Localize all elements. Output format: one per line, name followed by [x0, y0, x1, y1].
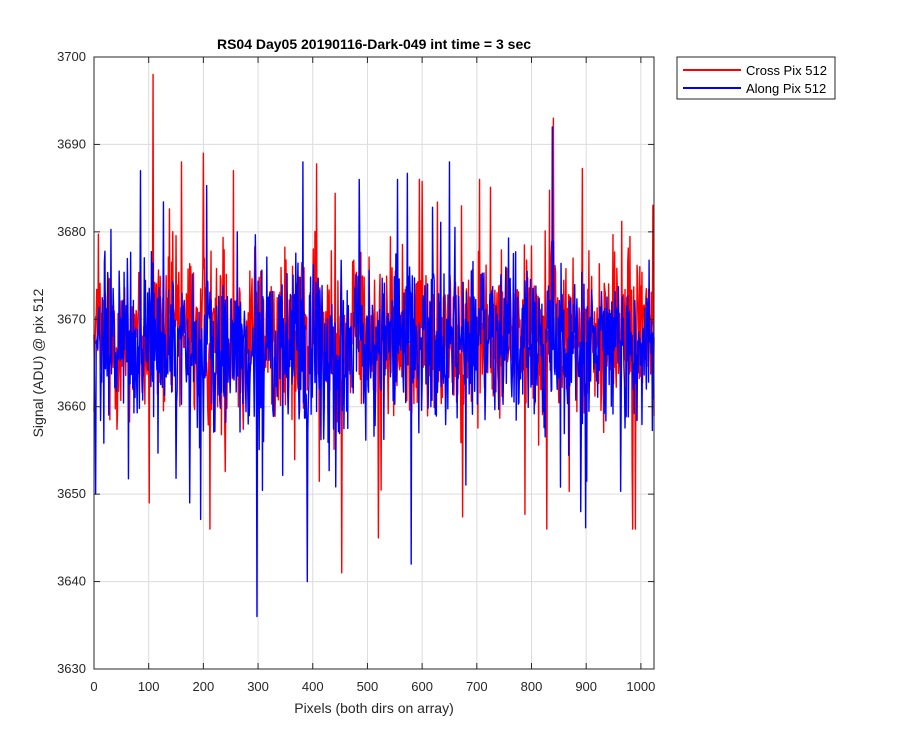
- y-tick-label: 3650: [57, 486, 86, 501]
- x-tick-label: 800: [521, 679, 543, 694]
- x-tick-label: 700: [466, 679, 488, 694]
- x-tick-label: 1000: [626, 679, 655, 694]
- x-tick-label: 500: [357, 679, 379, 694]
- x-tick-label: 200: [193, 679, 215, 694]
- x-tick-label: 600: [411, 679, 433, 694]
- axis-ticks: 0 100 200 300 400 500 600 700 800 900 1000 3630 3640…: [57, 49, 655, 694]
- y-tick-label: 3630: [57, 661, 86, 676]
- legend-box: [676, 56, 836, 100]
- series-lines: [93, 73, 655, 618]
- legend-label-cross: Cross Pix 512: [746, 63, 827, 78]
- y-tick-label: 3690: [57, 136, 86, 151]
- y-tick-label: 3660: [57, 399, 86, 414]
- y-axis-label: Signal (ADU) @ pix 512: [30, 288, 46, 437]
- legend: Cross Pix 512 Along Pix 512: [676, 56, 836, 100]
- y-tick-label: 3700: [57, 49, 86, 64]
- x-tick-label: 0: [90, 679, 97, 694]
- series-line-along-pix-512: [93, 126, 655, 618]
- y-tick-label: 3640: [57, 574, 86, 589]
- y-tick-label: 3670: [57, 311, 86, 326]
- x-tick-label: 300: [247, 679, 269, 694]
- plot-frame: [93, 56, 655, 670]
- x-tick-label: 900: [575, 679, 597, 694]
- chart-title: RS04 Day05 20190116-Dark-049 int time = …: [217, 36, 531, 52]
- x-tick-label: 400: [302, 679, 324, 694]
- y-tick-label: 3680: [57, 224, 86, 239]
- legend-label-along: Along Pix 512: [746, 81, 826, 96]
- x-axis-label: Pixels (both dirs on array): [294, 700, 454, 716]
- x-tick-label: 100: [138, 679, 160, 694]
